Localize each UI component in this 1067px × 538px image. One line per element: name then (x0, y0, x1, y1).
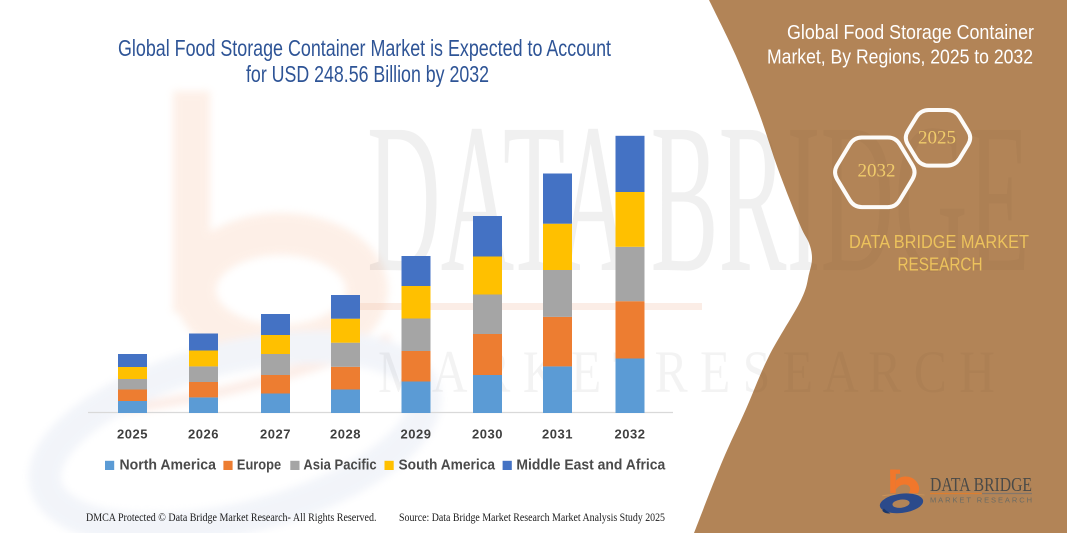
svg-text:Global Food Storage Container: Global Food Storage Container (787, 21, 1034, 44)
svg-text:Global Food Storage Container: Global Food Storage Container Market is … (118, 35, 611, 61)
svg-text:South America: South America (399, 457, 496, 474)
svg-text:Asia Pacific: Asia Pacific (303, 457, 376, 474)
svg-text:Middle East and Africa: Middle East and Africa (516, 457, 666, 474)
svg-text:2028: 2028 (330, 427, 361, 442)
svg-text:RESEARCH: RESEARCH (898, 254, 983, 275)
svg-text:2026: 2026 (188, 427, 219, 442)
svg-text:2030: 2030 (472, 427, 503, 442)
svg-text:2027: 2027 (260, 427, 291, 442)
svg-text:2031: 2031 (542, 427, 573, 442)
svg-text:DATA BRIDGE MARKET: DATA BRIDGE MARKET (849, 231, 1029, 252)
svg-text:for USD 248.56 Billion by 2032: for USD 248.56 Billion by 2032 (246, 61, 489, 87)
svg-text:Source: Data Bridge Market Res: Source: Data Bridge Market Research Mark… (399, 510, 665, 524)
svg-text:2029: 2029 (401, 427, 432, 442)
svg-text:Market, By Regions, 2025 to 20: Market, By Regions, 2025 to 2032 (767, 46, 1033, 69)
svg-text:Europe: Europe (237, 457, 281, 474)
svg-text:2025: 2025 (117, 427, 148, 442)
svg-text:DMCA Protected © Data Bridge M: DMCA Protected © Data Bridge Market Rese… (86, 510, 377, 524)
svg-text:2025: 2025 (918, 128, 956, 149)
svg-text:MARKET RESEARCH: MARKET RESEARCH (930, 496, 1032, 505)
svg-text:DATA BRIDGE: DATA BRIDGE (930, 474, 1032, 496)
svg-text:North America: North America (120, 457, 217, 474)
svg-text:2032: 2032 (858, 161, 896, 182)
svg-text:2032: 2032 (615, 427, 646, 442)
